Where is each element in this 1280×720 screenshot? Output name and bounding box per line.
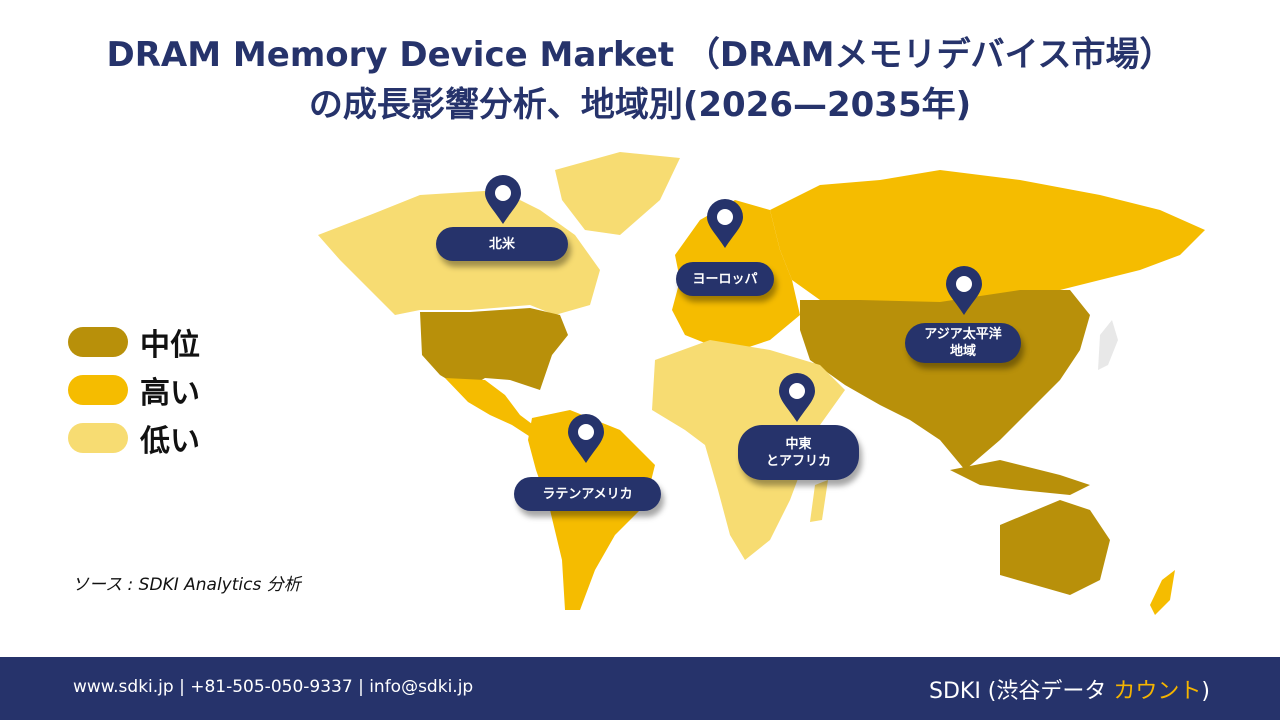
region-label-asia-pacific: アジア太平洋 地域 bbox=[905, 323, 1021, 363]
region-label-latin-america: ラテンアメリカ bbox=[514, 477, 661, 511]
asia-pacific-pin-icon bbox=[946, 266, 982, 315]
southeast-asia-shape bbox=[950, 460, 1090, 495]
footer-contact: www.sdki.jp | +81-505-050-9337 | info@sd… bbox=[73, 677, 474, 697]
legend-swatch-low bbox=[68, 423, 128, 453]
legend: 中位 高い 低い bbox=[68, 318, 200, 462]
russia-shape bbox=[770, 170, 1205, 305]
footer-brand-suffix: ) bbox=[1201, 679, 1210, 704]
new-zealand-shape bbox=[1150, 570, 1175, 615]
region-label-europe: ヨーロッパ bbox=[676, 262, 774, 296]
australia-shape bbox=[1000, 500, 1110, 595]
world-map bbox=[318, 152, 1205, 615]
legend-swatch-high bbox=[68, 375, 128, 405]
footer-bar: www.sdki.jp | +81-505-050-9337 | info@sd… bbox=[0, 657, 1280, 720]
page-title: DRAM Memory Device Market （DRAMメモリデバイス市場… bbox=[0, 30, 1280, 130]
central-america-shape bbox=[445, 378, 540, 438]
north-america-pin-icon bbox=[485, 175, 521, 224]
latin-america-pin-icon bbox=[568, 414, 604, 463]
legend-swatch-medium bbox=[68, 327, 128, 357]
middle-east-africa-pin-icon bbox=[779, 373, 815, 422]
region-label-middle-east-africa: 中東 とアフリカ bbox=[738, 425, 859, 480]
europe-pin-icon bbox=[707, 199, 743, 248]
legend-label-medium: 中位 bbox=[140, 328, 200, 363]
legend-item-medium: 中位 bbox=[68, 318, 200, 366]
legend-item-high: 高い bbox=[68, 366, 200, 414]
source-note: ソース : SDKI Analytics 分析 bbox=[72, 575, 301, 595]
title-line-2: の成長影響分析、地域別(2026—2035年) bbox=[308, 85, 972, 125]
madagascar-shape bbox=[810, 480, 828, 522]
title-line-1: DRAM Memory Device Market （DRAMメモリデバイス市場… bbox=[106, 35, 1174, 75]
legend-label-low: 低い bbox=[140, 424, 200, 459]
japan-shape bbox=[1098, 320, 1118, 370]
usa-shape bbox=[420, 308, 568, 390]
footer-brand: SDKI (渋谷データ カウント) bbox=[929, 673, 1210, 705]
legend-label-high: 高い bbox=[140, 376, 200, 411]
legend-item-low: 低い bbox=[68, 414, 200, 462]
footer-brand-accent: カウント bbox=[1113, 679, 1202, 704]
region-label-north-america: 北米 bbox=[436, 227, 568, 261]
greenland-shape bbox=[555, 152, 680, 235]
footer-brand-prefix: SDKI (渋谷データ bbox=[928, 679, 1107, 704]
